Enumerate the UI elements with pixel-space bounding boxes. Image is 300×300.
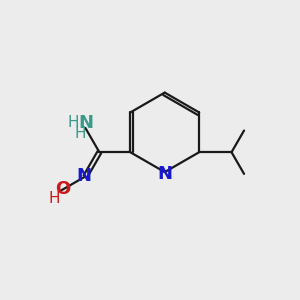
Text: H: H	[67, 115, 79, 130]
Text: N: N	[157, 165, 172, 183]
Text: O: O	[55, 180, 70, 198]
Text: N: N	[76, 167, 92, 185]
Text: N: N	[78, 114, 93, 132]
Text: H: H	[74, 126, 86, 141]
Text: H: H	[49, 191, 60, 206]
